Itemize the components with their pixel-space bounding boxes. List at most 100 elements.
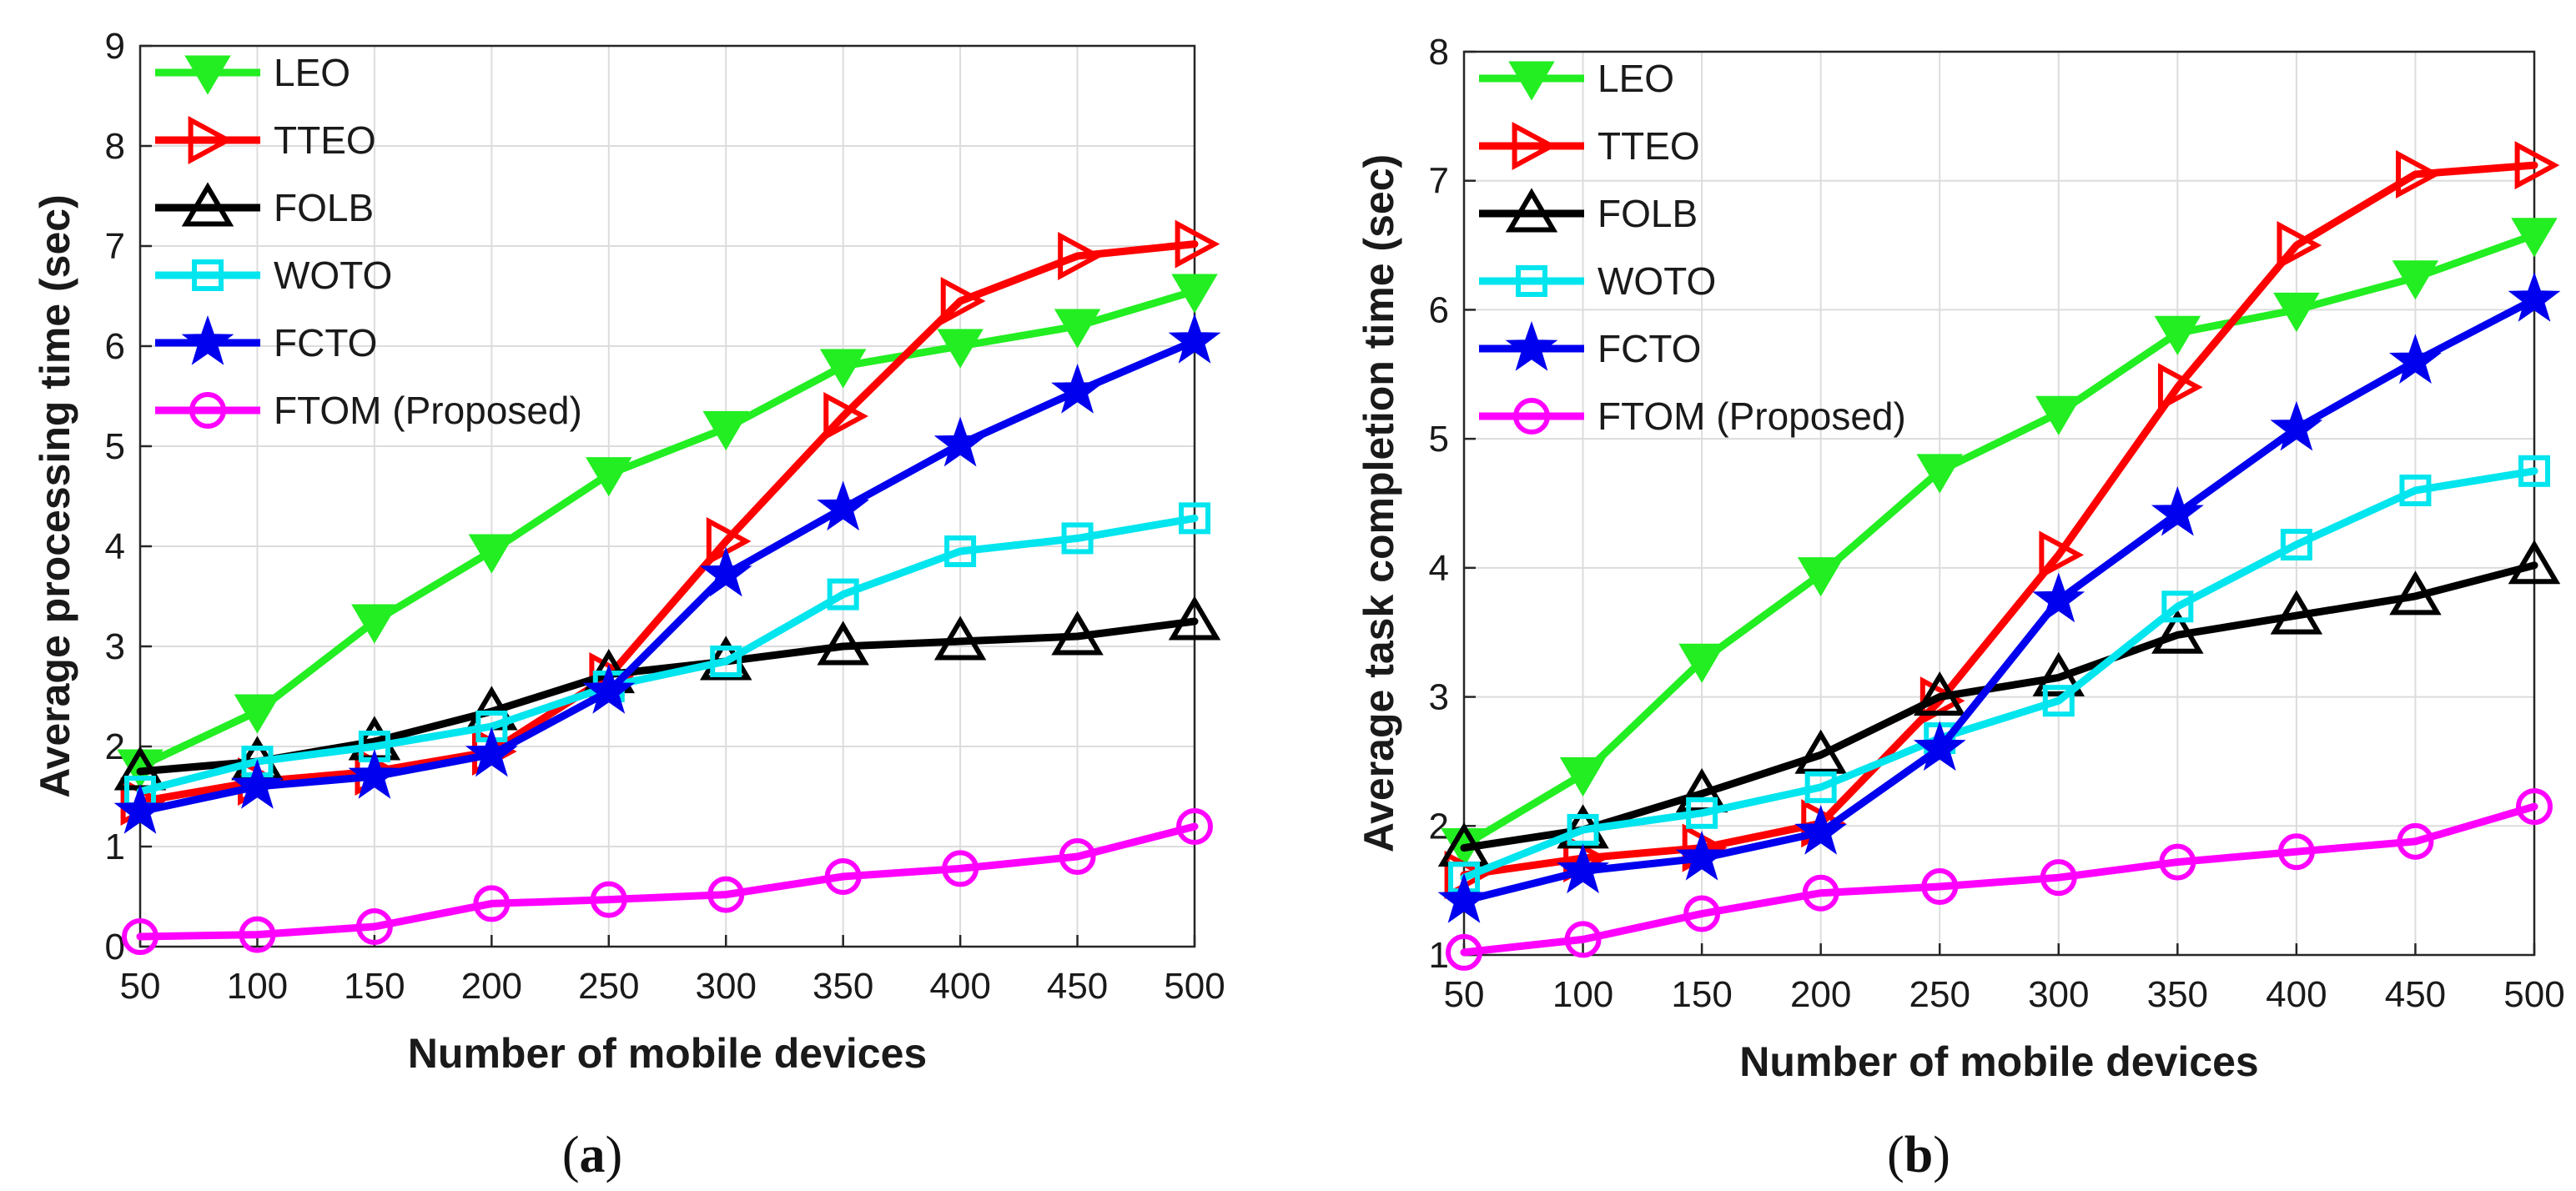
data-point-woto [1179,502,1210,535]
series-line-ftom-proposed [136,822,1199,941]
x-tick-label: 350 [2147,974,2208,1015]
data-point-leo [1797,557,1844,597]
x-tick-label: 400 [929,966,990,1007]
legend-label-ftom-proposed: FTOM (Proposed) [274,389,582,432]
legend-marker-folb [181,182,234,227]
y-tick-label: 2 [1429,806,1449,847]
x-tick-label: 100 [1552,974,1613,1015]
series-leo [117,274,1218,789]
legend-label-folb: FOLB [1597,192,1698,235]
data-point-fcto [699,546,752,597]
data-point-fcto [2389,334,2442,384]
x-ticks: 50 100 150 200 250 300 350 400 450 500 [1444,943,2565,1015]
y-tick-label: 7 [1429,161,1449,202]
data-point-leo [2035,395,2082,435]
data-point-folb [1913,671,1966,716]
data-point-ftom-proposed [707,876,745,913]
series-line-folb [1460,561,2538,852]
data-point-leo [2273,292,2320,333]
data-point-fcto [582,663,636,714]
series-woto [1448,455,2550,894]
data-point-ftom-proposed [1802,874,1839,912]
data-point-tteo [2039,530,2085,580]
data-point-fcto [1675,830,1728,881]
x-tick-label: 450 [2385,974,2446,1015]
y-axis-label: Average processing time (sec) [32,194,78,797]
data-point-fcto [1913,721,1966,771]
series-folb [1437,540,2561,867]
data-point-leo [468,534,516,574]
y-tick-label: 2 [105,726,125,767]
data-point-ftom-proposed [2159,843,2196,881]
data-point-ftom-proposed [942,850,979,887]
data-point-ftom-proposed [239,916,276,953]
x-tick-label: 50 [120,966,161,1007]
plot-area [140,46,1195,947]
data-point-folb [1168,596,1221,641]
chart-panel-a: 50 100 150 200 250 300 350 400 450 500 0 1 2 3 4 5 6 7 8 9 N… [32,26,1225,1183]
series-line-tteo [136,240,1199,806]
data-point-ftom-proposed [1564,921,1602,958]
data-point-leo [1916,454,1963,494]
legend-marker-fcto [181,314,234,365]
data-point-ftom-proposed [355,908,393,945]
y-tick-label: 1 [105,827,125,867]
data-point-folb [1051,611,1104,656]
data-point-leo [2392,260,2439,300]
data-point-folb [933,616,987,661]
x-axis-label: Number of mobile devices [408,1030,927,1077]
legend-label-fcto: FCTO [1597,327,1701,370]
axes-box [1462,50,2536,957]
x-tick-label: 50 [1444,974,1485,1015]
legend-marker-tteo [1512,121,1557,171]
data-point-ftom-proposed [1176,808,1213,845]
x-axis-label: Number of mobile devices [1739,1038,2258,1085]
series-fcto [1437,272,2561,923]
legend-marker-folb [1505,188,1558,233]
y-ticks: 1 2 3 4 5 6 7 8 [1429,32,1476,976]
legend-marker-leo [184,55,231,95]
data-point-woto [2399,475,2432,507]
caption-open-paren: ( [1887,1127,1904,1183]
data-point-fcto [933,416,987,467]
series-ftom-proposed [122,808,1213,955]
data-point-fcto [113,783,167,834]
data-point-fcto [1168,313,1221,364]
legend-label-ftom-proposed: FTOM (Proposed) [1597,394,1906,438]
y-axis-label: Average task completion time (sec) [1356,154,1402,852]
data-point-leo [234,694,281,734]
legend-label-woto: WOTO [274,254,392,297]
y-tick-label: 8 [105,126,125,167]
x-tick-label: 200 [461,966,522,1007]
legend-label-folb: FOLB [274,186,374,229]
data-point-ftom-proposed [1059,838,1096,875]
y-tick-label: 9 [105,26,125,67]
x-tick-label: 300 [696,966,757,1007]
axes-box [138,44,1196,948]
series-line-woto [136,514,1199,796]
data-point-fcto [231,758,284,809]
data-point-ftom-proposed [2516,788,2553,826]
data-point-fcto [1794,804,1848,855]
data-point-ftom-proposed [590,881,627,918]
data-point-folb [1794,729,1847,774]
caption-letter: b [1904,1127,1933,1183]
y-tick-label: 3 [105,626,125,667]
data-point-fcto [2151,485,2204,536]
data-point-leo [1678,643,1725,683]
data-point-folb [2389,570,2442,616]
data-point-fcto [2508,272,2561,322]
caption-open-paren: ( [562,1127,580,1183]
y-tick-label: 8 [1429,32,1449,73]
legend: LEO TTEO FOLB WOTO FCTO FTOM (Proposed) [1479,57,1906,438]
series-line-tteo [1460,161,2538,879]
x-tick-label: 500 [2503,974,2564,1015]
x-tick-label: 350 [813,966,873,1007]
data-point-woto [2042,685,2075,717]
data-point-woto [2161,590,2194,623]
data-point-tteo [940,276,986,326]
data-point-tteo [2277,221,2322,270]
data-point-woto [710,646,742,677]
data-point-woto [1061,522,1094,555]
